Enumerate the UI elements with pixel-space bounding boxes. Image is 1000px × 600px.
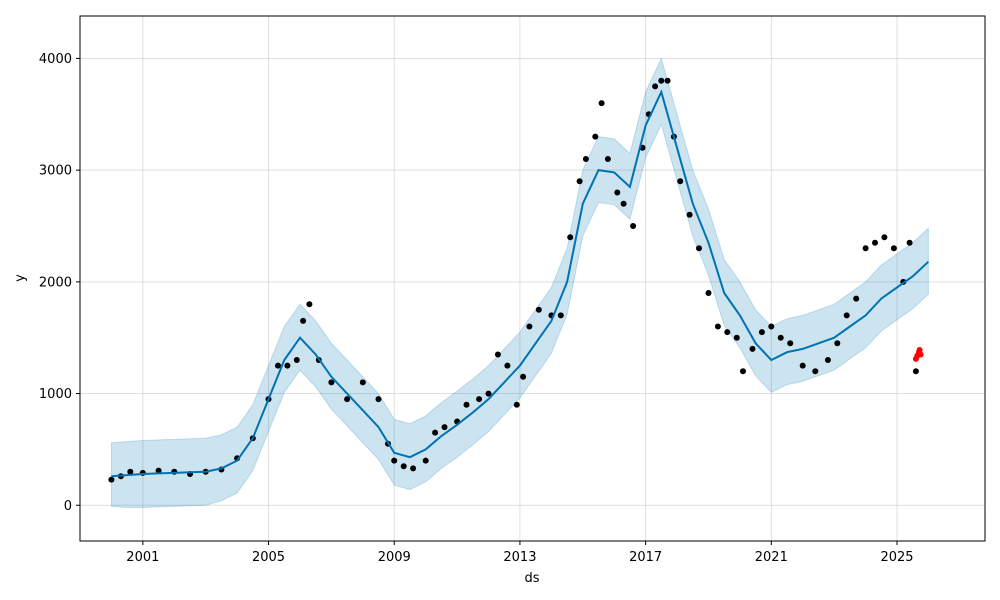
observed-point — [127, 468, 134, 475]
y-tick-label: 3000 — [39, 164, 72, 179]
y-tick-label: 2000 — [39, 275, 72, 290]
x-tick-label: 2009 — [378, 550, 411, 565]
observed-point — [535, 306, 542, 313]
y-axis: 0 1000 2000 3000 4000 — [39, 52, 80, 514]
observed-point — [812, 368, 819, 375]
observed-point — [494, 351, 501, 358]
observed-point — [714, 323, 721, 330]
uncertainty-band-area — [110, 56, 929, 508]
observed-point — [749, 345, 756, 352]
observed-point — [567, 234, 574, 241]
plot-frame — [79, 15, 986, 542]
observed-point — [614, 189, 621, 196]
observed-point — [306, 301, 313, 308]
observed-point — [799, 362, 806, 369]
x-tick-label: 2021 — [755, 550, 788, 565]
observed-point — [293, 357, 300, 363]
observed-point — [777, 334, 784, 341]
observed-point — [843, 312, 850, 319]
observed-point — [391, 457, 398, 464]
observed-point — [906, 239, 913, 246]
highlight-points — [912, 347, 924, 362]
observed-point — [630, 223, 637, 229]
observed-point — [768, 323, 775, 330]
observed-point — [344, 396, 351, 403]
observed-point — [463, 401, 470, 408]
observed-point — [834, 340, 841, 347]
y-tick-label: 4000 — [39, 52, 72, 67]
observed-point — [733, 334, 740, 341]
y-axis-label: y — [13, 274, 28, 282]
observed-point — [155, 467, 162, 474]
observed-point — [652, 83, 659, 90]
observed-point — [620, 200, 627, 207]
observed-point — [504, 362, 511, 369]
y-tick-label: 1000 — [39, 387, 72, 402]
observed-point — [604, 156, 611, 162]
observed-point — [328, 379, 335, 386]
uncertainty-band — [110, 56, 929, 508]
x-tick-label: 2001 — [126, 550, 159, 565]
x-tick-label: 2017 — [629, 550, 662, 565]
observed-point — [410, 465, 417, 472]
observed-point — [740, 368, 746, 375]
observed-point — [890, 245, 897, 252]
observed-point — [705, 290, 712, 296]
observed-point — [853, 295, 860, 302]
observed-point — [724, 329, 731, 336]
observed-point — [375, 396, 382, 403]
observed-point — [696, 245, 702, 252]
y-tick-label: 0 — [64, 499, 72, 514]
observed-point — [582, 156, 589, 162]
observed-point — [824, 357, 831, 363]
highlight-point — [917, 351, 924, 358]
observed-point — [400, 463, 407, 470]
observed-point — [576, 178, 583, 185]
forecast-line — [111, 89, 930, 478]
x-tick-label: 2025 — [880, 550, 913, 565]
observed-point — [476, 396, 483, 403]
observed-point — [881, 234, 888, 241]
observed-point — [862, 245, 869, 252]
observed-point — [686, 211, 693, 218]
forecast-line-path — [111, 89, 930, 478]
observed-point — [592, 133, 599, 140]
observed-point — [275, 362, 281, 369]
observed-point — [441, 424, 448, 431]
observed-point — [912, 368, 919, 375]
observed-point — [485, 390, 492, 397]
observed-point — [520, 373, 527, 380]
x-axis: 2001 2005 2009 2013 2017 2021 2025 — [126, 541, 914, 565]
observed-point — [664, 77, 671, 84]
observed-point — [108, 476, 115, 483]
observed-point — [598, 100, 605, 107]
observed-point — [658, 77, 665, 84]
observed-point — [872, 239, 878, 246]
x-tick-label: 2005 — [252, 550, 285, 565]
observed-point — [526, 323, 533, 330]
x-tick-label: 2013 — [503, 550, 536, 565]
highlight-point — [916, 347, 923, 353]
observed-point — [787, 340, 794, 347]
observed-point — [557, 312, 564, 319]
observed-point — [422, 457, 429, 464]
observed-point — [758, 329, 765, 336]
observed-point — [677, 178, 684, 185]
observed-point — [513, 401, 520, 408]
observed-point — [432, 429, 439, 436]
x-axis-label: ds — [524, 571, 539, 586]
observed-point — [359, 379, 366, 386]
observed-point — [300, 317, 307, 324]
grid — [80, 16, 985, 541]
observed-point — [284, 362, 291, 369]
